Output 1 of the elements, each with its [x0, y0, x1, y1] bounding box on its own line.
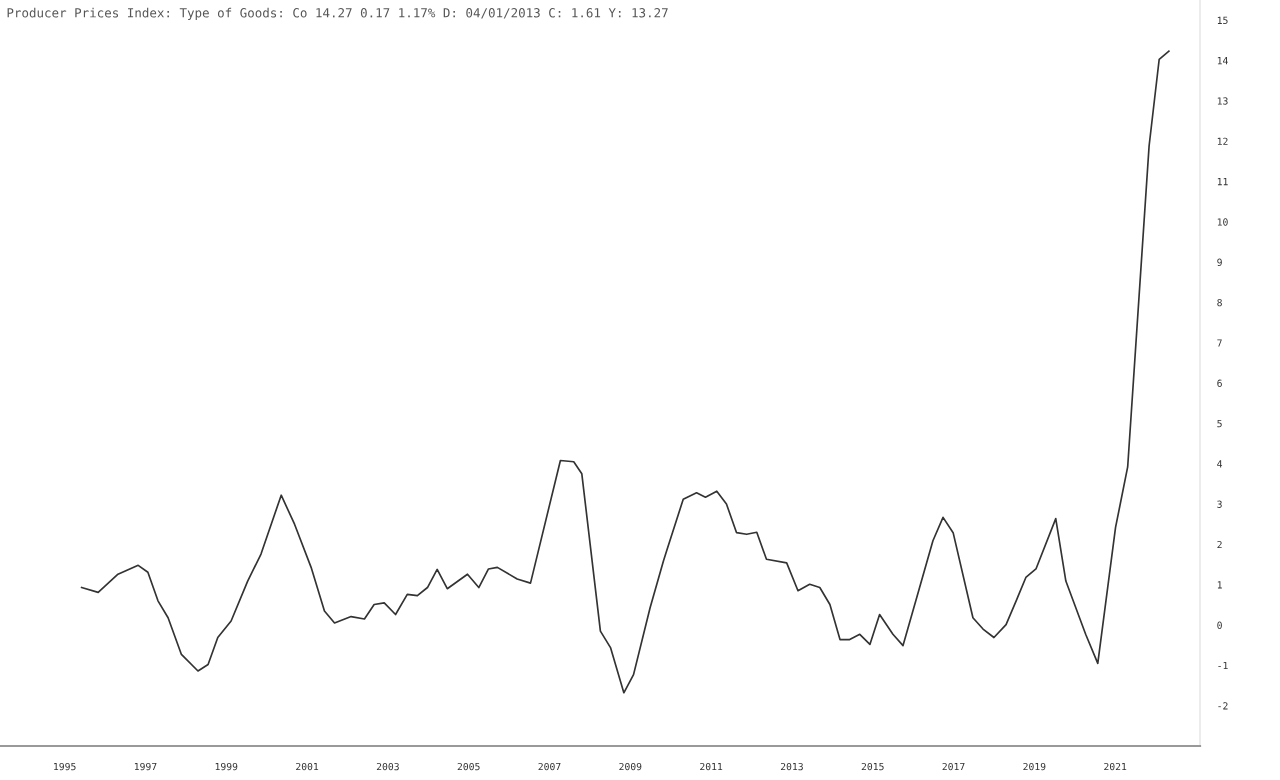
line-series [80, 50, 1170, 694]
